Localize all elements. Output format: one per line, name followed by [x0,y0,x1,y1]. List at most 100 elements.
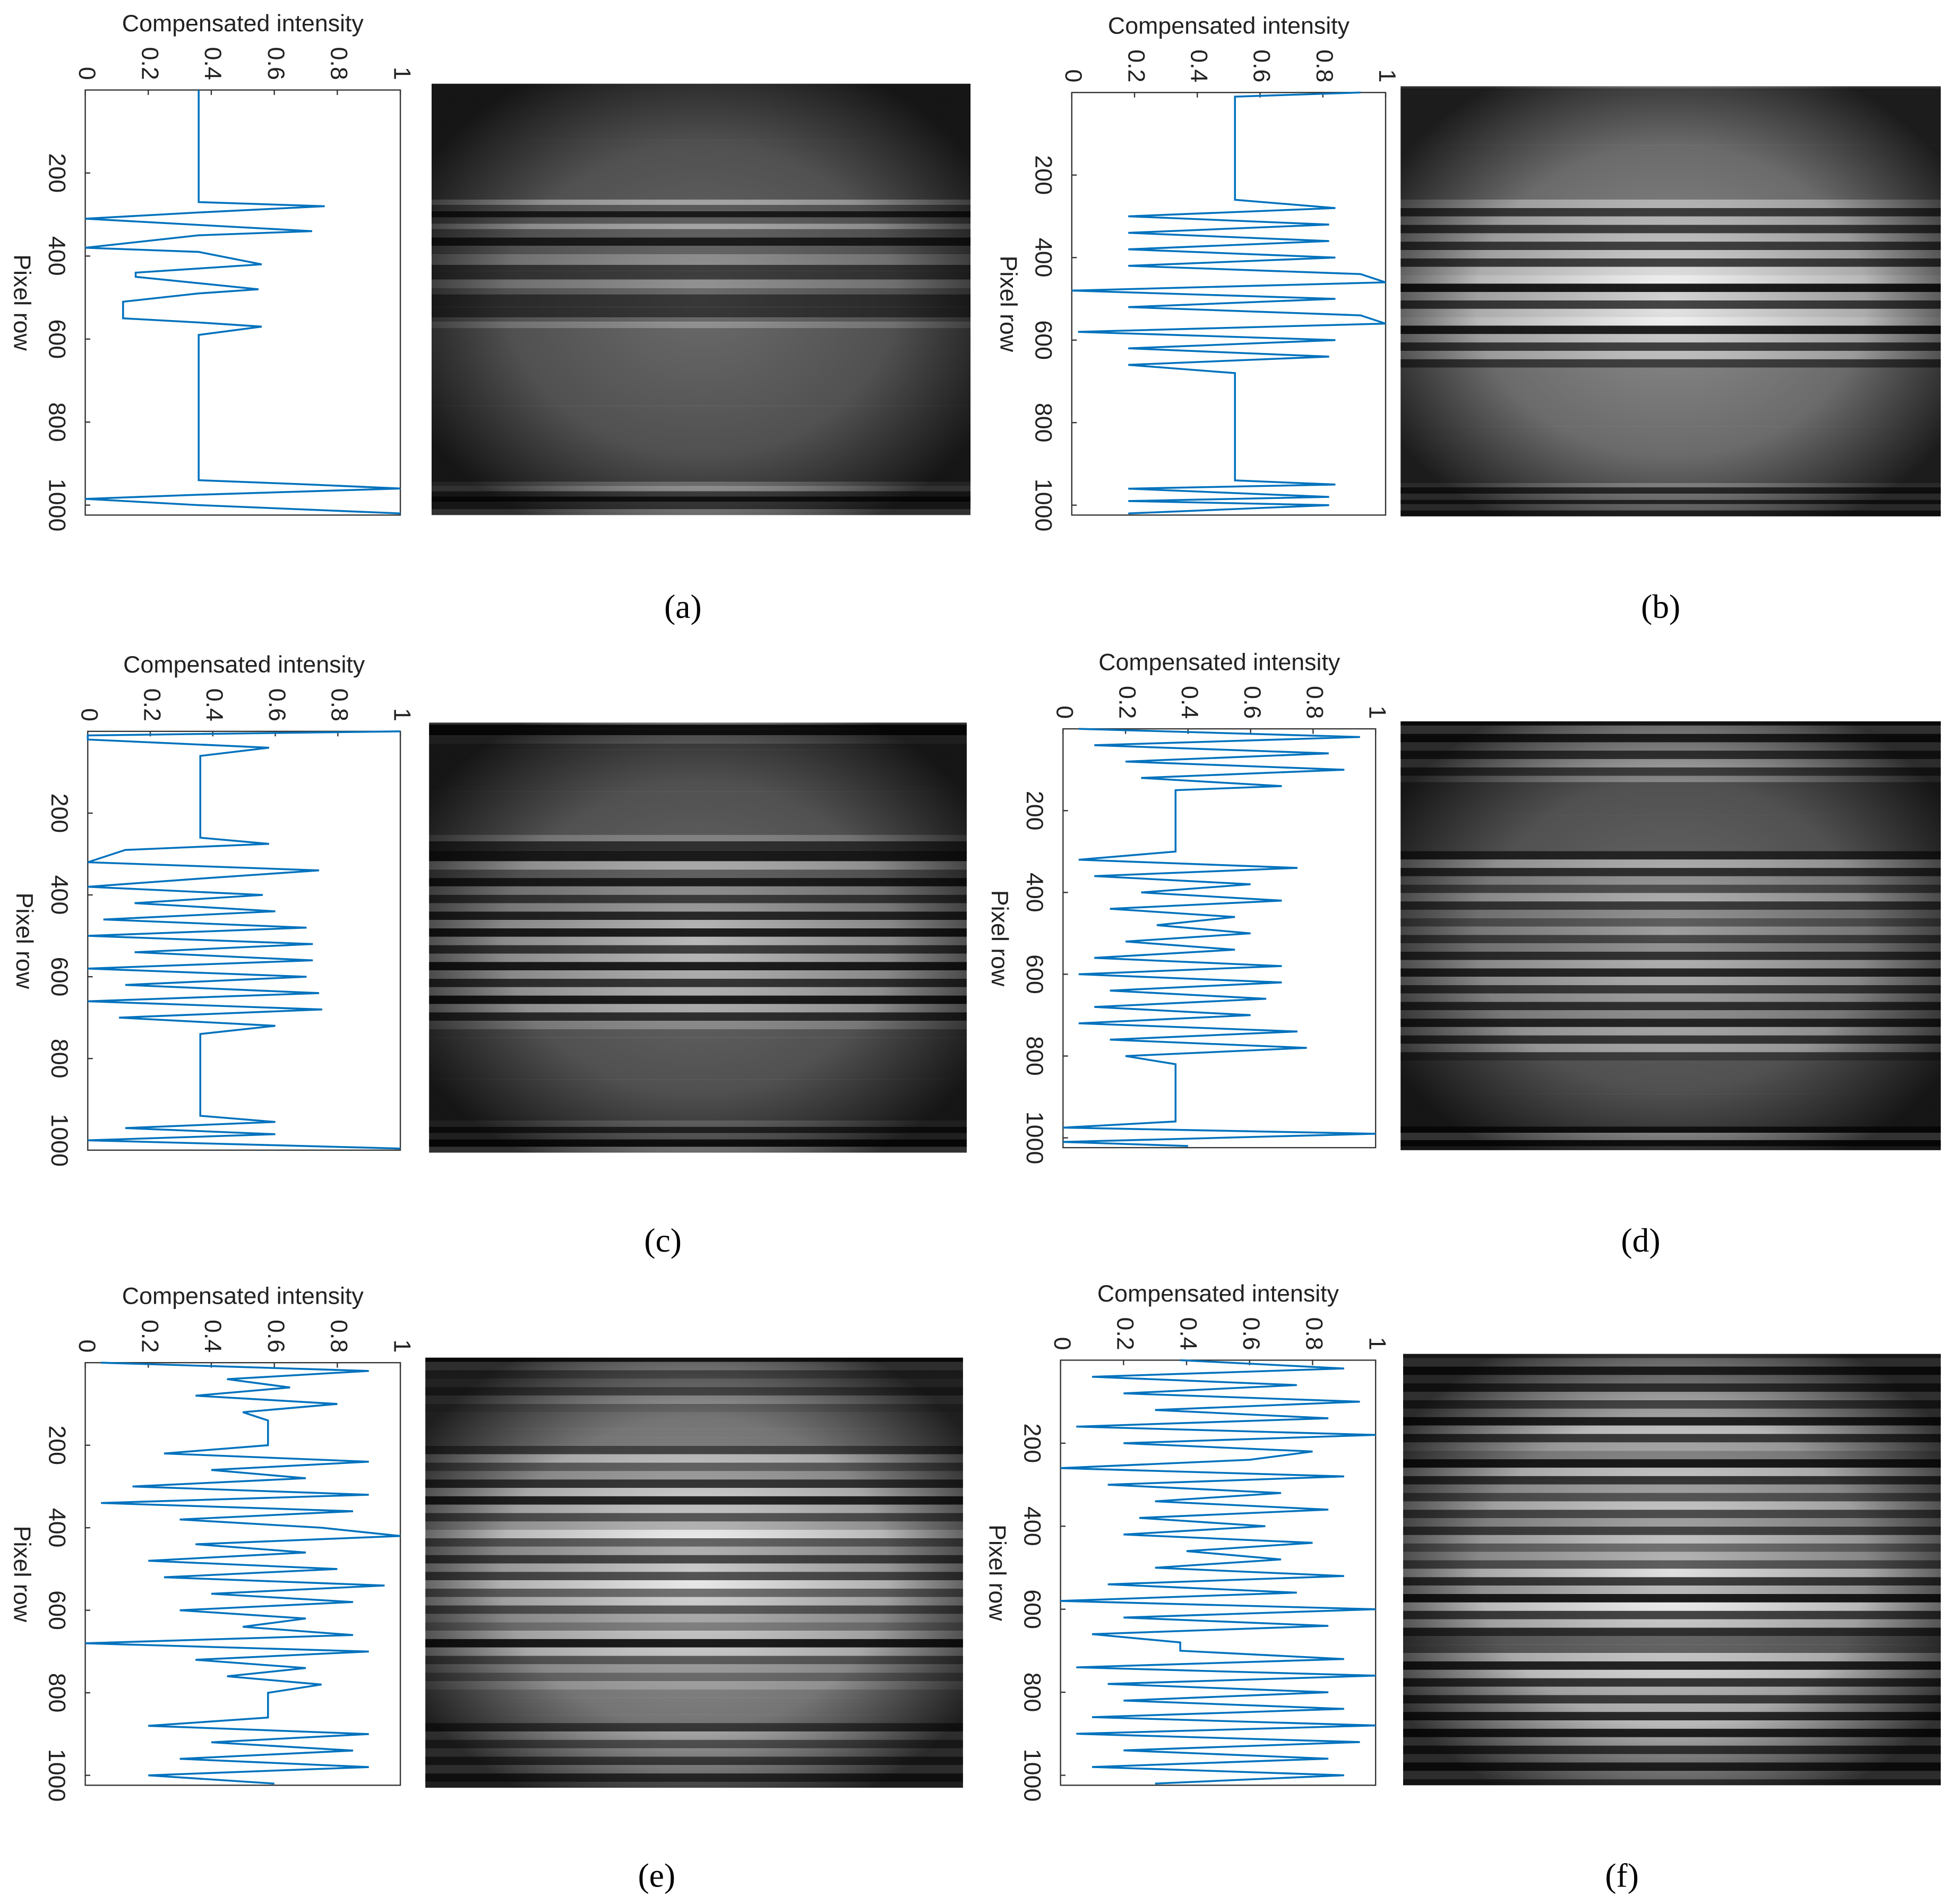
plot-frame [87,730,401,1151]
image-vignette [425,1357,963,1788]
row-tick-label: 400 [1019,1506,1045,1546]
row-tick-label: 1000 [1021,1112,1048,1165]
intensity-tick-label: 1 [389,1339,415,1352]
intensity-tick-label: 0.8 [326,688,353,721]
intensity-tick-label: 1 [389,67,415,80]
row-tick-label: 200 [44,153,70,193]
profile-line [85,1362,401,1785]
intensity-axis-label: Compensated intensity [1097,1280,1339,1307]
panel-caption: (e) [638,1856,676,1894]
intensity-tick-label: 0.8 [1311,49,1338,82]
intensity-axis-label: Compensated intensity [122,1283,364,1309]
row-tick-label: 600 [1019,1589,1045,1629]
intensity-tick-label: 0 [74,1339,100,1352]
image-vignette [1400,721,1941,1150]
row-axis-label: Pixel row [995,256,1022,352]
row-tick-label: 200 [46,794,73,833]
profile-line [1071,91,1386,515]
intensity-tick-label: 0.6 [1239,686,1266,719]
row-tick-label: 800 [1019,1673,1045,1712]
row-axis-label: Pixel row [8,254,35,351]
row-tick-label: 600 [1030,320,1057,360]
row-tick-label: 600 [1021,954,1048,994]
row-tick-label: 800 [46,1039,73,1079]
intensity-tick-label: 0.4 [1176,686,1203,719]
intensity-tick-label: 1 [1374,70,1400,83]
image-vignette [1400,86,1941,516]
row-axis-label: Pixel row [984,1524,1010,1621]
intensity-tick-label: 0.4 [200,47,226,80]
row-tick-label: 600 [44,1590,70,1630]
row-tick-label: 400 [44,236,70,276]
intensity-tick-label: 0 [1049,1337,1076,1350]
intensity-tick-label: 0.2 [1114,686,1140,719]
intensity-tick-label: 0 [76,708,102,721]
row-tick-label: 400 [44,1508,70,1548]
row-axis-label: Pixel row [986,890,1013,987]
intensity-tick-label: 1 [389,708,415,721]
intensity-tick-label: 0 [74,67,100,80]
image-vignette [429,722,967,1153]
intensity-tick-label: 0.8 [1301,1317,1328,1350]
row-tick-label: 600 [46,957,73,997]
plot-frame [1060,1359,1377,1786]
intensity-tick-label: 0.8 [326,47,353,80]
row-tick-label: 200 [1021,791,1048,831]
intensity-tick-label: 0.4 [1175,1317,1201,1350]
panel-caption: (a) [664,588,702,625]
profile-line [87,730,401,1150]
row-tick-label: 200 [1019,1424,1045,1463]
intensity-tick-label: 0 [1060,70,1087,83]
intensity-tick-label: 0.2 [136,47,163,80]
row-axis-label: Pixel row [8,1526,35,1622]
intensity-tick-label: 0.8 [326,1320,353,1352]
intensity-tick-label: 0 [1052,705,1078,719]
row-tick-label: 200 [44,1425,70,1465]
image-vignette [1403,1354,1941,1786]
row-tick-label: 1000 [44,479,70,532]
row-tick-label: 400 [46,875,73,915]
intensity-tick-label: 0.6 [263,1320,289,1352]
plot-frame [1062,728,1377,1149]
plot-frame [84,89,401,516]
plot-frame [84,1362,401,1786]
panel-caption: (b) [1641,588,1680,625]
intensity-tick-label: 0.4 [200,1320,226,1352]
panel-caption: (d) [1621,1221,1660,1259]
intensity-tick-label: 0.8 [1302,686,1328,719]
profile-line [85,90,401,514]
intensity-axis-label: Compensated intensity [123,651,365,678]
intensity-tick-label: 0.2 [1123,49,1149,82]
row-tick-label: 400 [1030,238,1057,278]
row-tick-label: 1000 [1030,479,1057,532]
intensity-axis-label: Compensated intensity [1108,13,1350,39]
intensity-tick-label: 1 [1364,705,1390,719]
image-vignette [431,83,971,515]
intensity-tick-label: 0.4 [201,688,228,721]
intensity-tick-label: 0.6 [264,688,290,721]
intensity-tick-label: 0.6 [1249,49,1275,82]
intensity-tick-label: 0.4 [1186,49,1213,82]
intensity-tick-label: 0.2 [136,1320,163,1352]
panel-caption: (c) [644,1221,682,1259]
intensity-tick-label: 0.6 [263,47,289,80]
row-tick-label: 1000 [46,1114,73,1167]
intensity-tick-label: 1 [1364,1337,1390,1350]
intensity-tick-label: 0.2 [139,688,165,721]
panel-caption: (f) [1605,1856,1639,1894]
row-tick-label: 800 [44,402,70,442]
row-tick-label: 200 [1030,155,1057,195]
plot-frame [1071,92,1387,516]
intensity-tick-label: 0.2 [1112,1317,1139,1350]
row-tick-label: 1000 [44,1749,70,1802]
row-tick-label: 800 [1030,403,1057,443]
intensity-tick-label: 0.6 [1238,1317,1265,1350]
row-tick-label: 800 [1021,1036,1048,1076]
profile-line [1060,1359,1376,1785]
row-axis-label: Pixel row [11,893,38,989]
row-tick-label: 800 [44,1673,70,1713]
row-tick-label: 400 [1021,873,1048,912]
profile-line [1063,728,1376,1147]
